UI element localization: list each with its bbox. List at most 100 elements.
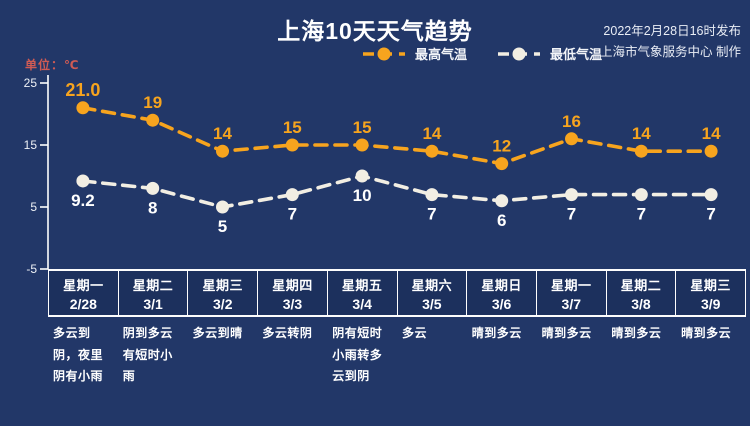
data-point-label: 14 xyxy=(213,124,232,143)
data-point-marker xyxy=(146,113,160,127)
legend-label-max-temp: 最高气温 xyxy=(415,47,468,62)
weather-description: 多云转阴 xyxy=(262,326,313,340)
data-point-marker xyxy=(495,194,509,208)
data-point-marker xyxy=(565,188,578,202)
data-point-label: 21.0 xyxy=(65,80,100,100)
legend-item-min-temp: 最低气温 xyxy=(497,44,602,63)
day-axis-band: 星期一 2/28 星期二 3/1 星期三 3/2 星期四 3/3 星期五 3/4 星期六 3/5 星期日… xyxy=(48,269,747,317)
date-label: 3/6 xyxy=(491,296,512,312)
data-point-label: 15 xyxy=(353,118,372,137)
weekday-label: 星期六 xyxy=(411,278,453,293)
weekday-label: 星期一 xyxy=(63,278,104,293)
weather-description: 晴到多云 xyxy=(471,326,522,340)
data-point-marker xyxy=(634,188,648,202)
weather-description: 多云 xyxy=(401,326,427,340)
data-point-marker xyxy=(634,144,648,158)
data-point-label: 12 xyxy=(492,137,511,156)
data-point-label: 9.2 xyxy=(71,191,95,210)
date-label: 3/2 xyxy=(213,296,233,312)
weather-description: 多云到阴，夜里阴有小雨 xyxy=(53,326,104,384)
date-label: 3/7 xyxy=(561,296,581,312)
legend-label-min-temp: 最低气温 xyxy=(550,47,603,62)
min-temp-line xyxy=(81,174,713,209)
data-point-label: 15 xyxy=(283,118,302,137)
data-point-marker xyxy=(146,181,160,195)
date-label: 3/1 xyxy=(143,296,163,312)
day-cell: 星期二 3/8 xyxy=(607,271,677,315)
day-cell: 星期六 3/5 xyxy=(398,271,468,315)
min-temp-line-marker-icon xyxy=(498,47,541,60)
page-title: 上海10天天气趋势 xyxy=(277,18,473,44)
data-point-marker xyxy=(76,174,90,188)
day-cell: 星期五 3/4 xyxy=(328,271,398,315)
max-temp-line xyxy=(81,106,713,166)
y-axis-tick-label: -5 xyxy=(26,262,37,276)
data-point-label: 7 xyxy=(567,205,576,224)
weekday-label: 星期四 xyxy=(272,278,313,293)
weekday-label: 星期日 xyxy=(481,278,522,293)
data-point-marker xyxy=(425,144,439,158)
data-point-marker xyxy=(76,101,90,115)
day-cell: 星期四 3/3 xyxy=(258,271,328,315)
data-point-label: 10 xyxy=(353,186,372,205)
publish-datetime: 2022年2月28日16时发布 xyxy=(603,24,741,38)
data-point-label: 7 xyxy=(706,205,715,224)
data-point-marker xyxy=(565,132,578,146)
data-point-label: 19 xyxy=(143,93,162,112)
data-point-label: 14 xyxy=(422,124,441,143)
data-point-marker xyxy=(216,144,229,158)
data-point-marker xyxy=(285,188,299,202)
weekday-label: 星期二 xyxy=(620,278,662,293)
publish-info: 2022年2月28日16时发布 上海市气象服务中心 制作 xyxy=(600,21,741,62)
weather-description: 晴到多云 xyxy=(541,326,592,340)
weather-description: 阴到多云有短时小雨 xyxy=(122,326,173,384)
date-label: 3/8 xyxy=(631,296,651,312)
data-point-label: 14 xyxy=(702,124,721,143)
date-label: 3/9 xyxy=(700,296,721,312)
data-point-label: 6 xyxy=(497,211,506,230)
date-label: 2/28 xyxy=(69,296,97,312)
data-point-label: 14 xyxy=(632,124,651,143)
weekday-label: 星期五 xyxy=(341,278,383,293)
data-point-label: 7 xyxy=(637,205,646,224)
day-cell: 星期三 3/9 xyxy=(676,271,747,315)
day-cell: 星期一 3/7 xyxy=(537,271,607,315)
weather-description: 晴到多云 xyxy=(611,326,662,340)
weekday-label: 星期一 xyxy=(551,278,592,293)
data-point-marker xyxy=(704,144,718,158)
day-cell: 星期二 3/1 xyxy=(119,271,189,315)
data-point-marker xyxy=(355,138,369,152)
data-point-label: 16 xyxy=(562,112,581,131)
day-cell: 星期一 2/28 xyxy=(49,271,119,315)
data-point-marker xyxy=(495,157,509,171)
data-point-marker xyxy=(425,188,439,202)
data-point-marker xyxy=(285,138,299,152)
weather-description-row: 多云到阴，夜里阴有小雨 阴到多云有短时小雨 多云到晴 多云转阴 阴有短时小雨转多云到阴 多… xyxy=(48,323,746,388)
y-axis-tick-label: 25 xyxy=(24,76,38,90)
date-label: 3/4 xyxy=(352,296,372,312)
data-point-label: 7 xyxy=(427,205,436,224)
chart-legend: 最高气温 最低气温 xyxy=(362,44,602,63)
y-axis-tick-label: 5 xyxy=(30,200,37,214)
data-point-marker xyxy=(704,188,718,202)
publish-author: 上海市气象服务中心 制作 xyxy=(600,44,741,59)
max-temp-line-marker-icon xyxy=(363,47,405,60)
weekday-label: 星期三 xyxy=(690,278,731,293)
day-cell: 星期三 3/2 xyxy=(188,271,259,315)
date-label: 3/5 xyxy=(422,296,442,312)
unit-label: 单位：℃ xyxy=(25,58,80,72)
weather-description: 多云到晴 xyxy=(192,326,243,340)
weekday-label: 星期三 xyxy=(202,278,244,293)
weather-description: 阴有短时小雨转多云到阴 xyxy=(332,326,383,384)
date-label: 3/3 xyxy=(282,296,303,312)
day-cell: 星期日 3/6 xyxy=(467,271,537,315)
data-point-label: 5 xyxy=(218,217,227,236)
weather-description: 晴到多云 xyxy=(681,326,732,340)
data-point-marker xyxy=(216,200,229,214)
data-point-label: 7 xyxy=(288,205,297,224)
legend-item-max-temp: 最高气温 xyxy=(362,44,467,63)
data-point-label: 8 xyxy=(148,198,157,217)
y-axis-tick-label: 15 xyxy=(24,138,38,152)
